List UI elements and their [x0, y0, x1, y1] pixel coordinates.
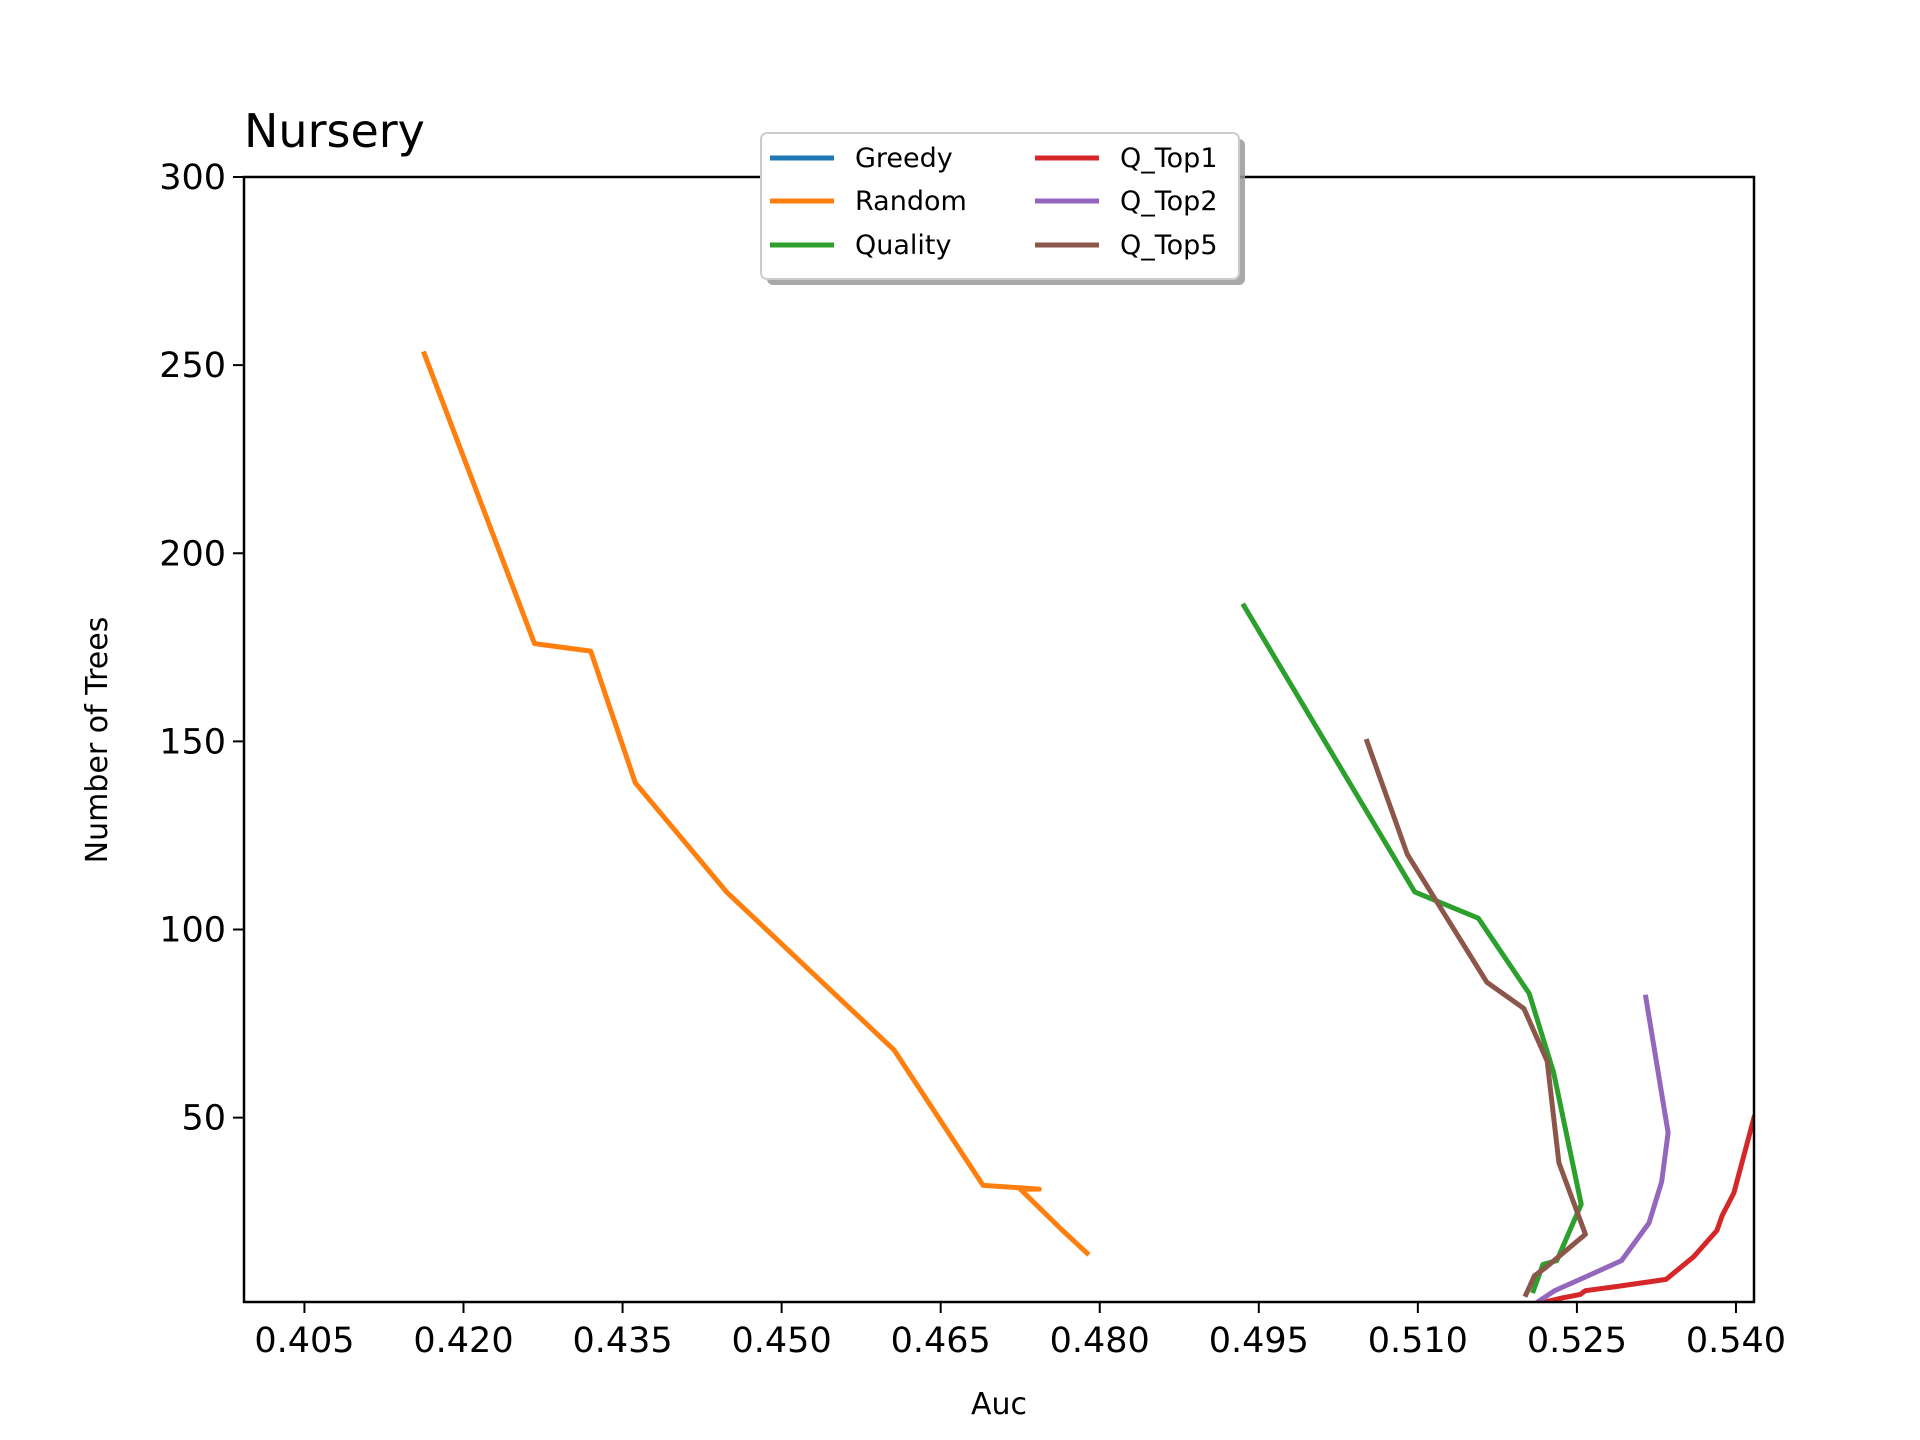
x-axis-ticks: 0.405 0.420 0.435 0.450 0.465 0.480 0.495 0.510…	[254, 1302, 1786, 1361]
x-tick-label: 0.420	[413, 1321, 513, 1361]
x-tick-label: 0.435	[572, 1321, 672, 1361]
x-tick-label: 0.525	[1527, 1321, 1627, 1361]
y-tick-label: 50	[181, 1099, 226, 1139]
x-tick-label: 0.405	[254, 1321, 354, 1361]
series-line-q-top5	[1363, 738, 1588, 1298]
legend: Greedy Random Quality Q_Top1 Q_Top2 Q_Top5	[760, 132, 1245, 285]
legend-entries: Greedy Random Quality Q_Top1 Q_Top2 Q_Top5	[770, 143, 1218, 261]
legend-label-q-top1: Q_Top1	[1120, 143, 1218, 174]
series-line-q-top1	[1542, 1114, 1754, 1302]
series-layer	[421, 350, 1754, 1302]
y-axis-label: Number of Trees	[80, 617, 115, 864]
y-axis-ticks: 50 100 150 200 250 300	[159, 158, 244, 1139]
y-tick-label: 100	[159, 911, 226, 951]
x-tick-label: 0.495	[1209, 1321, 1309, 1361]
x-tick-label: 0.540	[1686, 1321, 1786, 1361]
legend-label-q-top2: Q_Top2	[1120, 186, 1218, 217]
x-tick-label: 0.480	[1050, 1321, 1150, 1361]
series-line-random	[421, 350, 1091, 1257]
y-tick-label: 300	[159, 158, 226, 198]
legend-label-quality: Quality	[855, 230, 951, 261]
chart-title: Nursery	[244, 104, 425, 158]
legend-label-greedy: Greedy	[855, 143, 953, 174]
x-tick-label: 0.465	[891, 1321, 991, 1361]
x-axis-label: Auc	[971, 1387, 1027, 1422]
x-tick-label: 0.510	[1368, 1321, 1468, 1361]
y-tick-label: 250	[159, 346, 226, 386]
x-tick-label: 0.450	[732, 1321, 832, 1361]
legend-box	[760, 132, 1240, 280]
legend-label-q-top5: Q_Top5	[1120, 230, 1218, 261]
y-tick-label: 200	[159, 534, 226, 574]
legend-label-random: Random	[855, 186, 967, 217]
series-line-q-top2	[1533, 994, 1671, 1302]
y-tick-label: 150	[159, 722, 226, 762]
